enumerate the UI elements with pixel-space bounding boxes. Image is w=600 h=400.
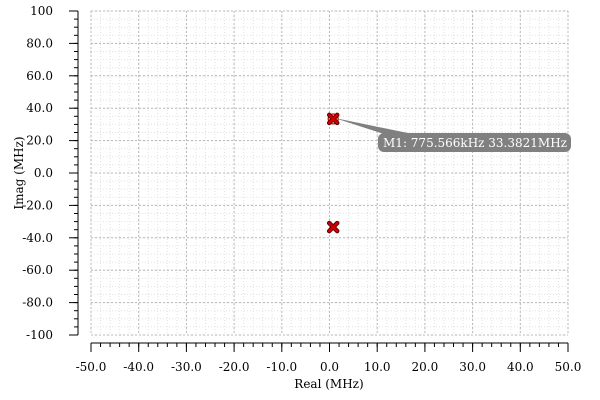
callout-pointer <box>334 117 408 136</box>
y-tick-label: -80.0 <box>22 296 53 310</box>
callout-box <box>378 133 571 152</box>
x-tick-label: 20.0 <box>412 360 439 374</box>
marker-annotation[interactable]: M1: 775.566kHz 33.3821MHz <box>327 113 571 152</box>
y-tick-label: -100 <box>26 328 53 342</box>
y-axis-ticks: -100 -80.0 -60.0 -40.0 -20.0 0.0 20.0 40.0 60.0 8… <box>22 4 78 342</box>
y-tick-label: -60.0 <box>22 263 53 277</box>
data-points <box>326 112 340 234</box>
y-tick-label: 20.0 <box>26 134 53 148</box>
y-tick-label: 100 <box>30 4 53 18</box>
pole-marker-cross <box>327 113 339 125</box>
x-tick-label: -40.0 <box>123 360 154 374</box>
callout-text: M1: 775.566kHz 33.3821MHz <box>383 136 567 150</box>
x-tick-label: -50.0 <box>76 360 107 374</box>
y-tick-label: -40.0 <box>22 231 53 245</box>
x-tick-label: 50.0 <box>555 360 582 374</box>
y-tick-label: 80.0 <box>26 36 53 50</box>
x-tick-label: -10.0 <box>266 360 297 374</box>
x-tick-label: 30.0 <box>459 360 486 374</box>
y-axis-label: Imag (MHz) <box>12 136 26 209</box>
x-tick-label: 10.0 <box>364 360 391 374</box>
x-tick-label: -30.0 <box>171 360 202 374</box>
y-tick-label: 40.0 <box>26 101 53 115</box>
pole-marker <box>326 112 340 126</box>
x-tick-label: -20.0 <box>219 360 250 374</box>
pole-marker <box>326 220 340 234</box>
x-tick-label: 0.0 <box>320 360 339 374</box>
x-axis-label: Real (MHz) <box>294 377 363 391</box>
grid <box>90 10 569 336</box>
y-tick-label: -20.0 <box>22 198 53 212</box>
y-tick-label: 0.0 <box>34 166 53 180</box>
x-tick-label: 40.0 <box>507 360 534 374</box>
pole-marker-cross <box>327 221 339 233</box>
y-tick-label: 60.0 <box>26 69 53 83</box>
x-axis-ticks: -50.0 -40.0 -30.0 -20.0 -10.0 0.0 10.0 20.0 30.0… <box>76 343 582 374</box>
